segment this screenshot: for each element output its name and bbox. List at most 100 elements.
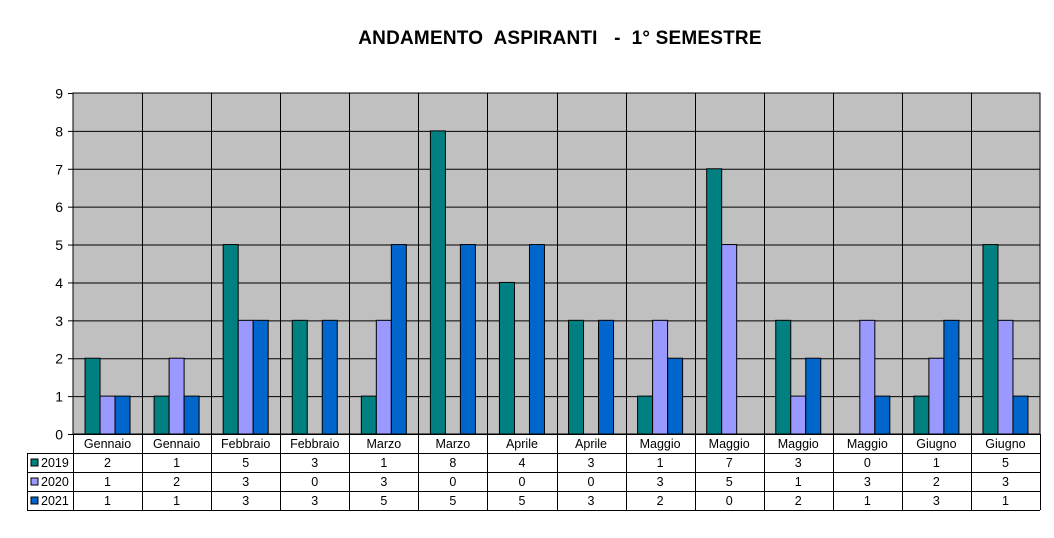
bar-2019 xyxy=(222,244,239,435)
data-label-2020: 3 xyxy=(1002,475,1009,489)
bar-2021 xyxy=(1012,395,1029,435)
data-label-2020: 0 xyxy=(449,475,456,489)
data-label-2019: 1 xyxy=(173,456,180,470)
data-label-2020: 3 xyxy=(657,475,664,489)
data-label-2021: 5 xyxy=(449,494,456,508)
data-label-2019: 7 xyxy=(726,456,733,470)
data-label-2020: 0 xyxy=(311,475,318,489)
plot-area xyxy=(72,92,1041,435)
data-label-2021: 2 xyxy=(795,494,802,508)
data-label-2021: 3 xyxy=(588,494,595,508)
bar-2020 xyxy=(375,319,392,435)
category-label: Maggio xyxy=(709,437,750,451)
data-label-2020: 3 xyxy=(864,475,871,489)
legend-key-2021 xyxy=(30,496,39,505)
data-label-2020: 2 xyxy=(173,475,180,489)
y-tick-label: 4 xyxy=(55,275,63,291)
category-label: Maggio xyxy=(778,437,819,451)
bar-2021 xyxy=(390,244,407,435)
bar-2020 xyxy=(652,319,669,435)
bar-2021 xyxy=(459,244,476,435)
category-label: Maggio xyxy=(640,437,681,451)
data-label-2019: 1 xyxy=(657,456,664,470)
bar-2020 xyxy=(99,395,116,435)
legend-label-2020: 2020 xyxy=(41,475,69,489)
bar-2019 xyxy=(775,319,792,435)
data-label-2021: 3 xyxy=(311,494,318,508)
bar-2019 xyxy=(637,395,654,435)
data-label-2021: 5 xyxy=(380,494,387,508)
bar-2019 xyxy=(360,395,377,435)
bar-2019 xyxy=(982,244,999,435)
category-label: Maggio xyxy=(847,437,888,451)
bar-2019 xyxy=(291,319,308,435)
data-label-2020: 3 xyxy=(242,475,249,489)
y-tick-label: 9 xyxy=(55,86,63,102)
data-label-2020: 0 xyxy=(518,475,525,489)
category-label: Gennaio xyxy=(153,437,200,451)
data-label-2019: 8 xyxy=(449,456,456,470)
bar-2021 xyxy=(321,319,338,435)
bar-2019 xyxy=(568,319,585,435)
data-label-2019: 2 xyxy=(104,456,111,470)
category-label: Febbraio xyxy=(290,437,339,451)
bar-2020 xyxy=(168,357,185,435)
data-label-2019: 3 xyxy=(588,456,595,470)
category-label: Gennaio xyxy=(84,437,131,451)
data-label-2021: 0 xyxy=(726,494,733,508)
bar-2020 xyxy=(721,244,738,435)
category-label: Marzo xyxy=(366,437,401,451)
bar-2019 xyxy=(429,130,446,435)
y-tick-label: 2 xyxy=(55,351,63,367)
y-tick-label: 8 xyxy=(55,123,63,139)
data-label-2019: 3 xyxy=(311,456,318,470)
bar-2020 xyxy=(997,319,1014,435)
bar-2021 xyxy=(183,395,200,435)
data-label-2020: 1 xyxy=(795,475,802,489)
data-label-2019: 4 xyxy=(518,456,525,470)
data-label-2021: 1 xyxy=(1002,494,1009,508)
data-label-2019: 1 xyxy=(380,456,387,470)
category-label: Febbraio xyxy=(221,437,270,451)
bar-2021 xyxy=(114,395,131,435)
data-label-2019: 5 xyxy=(242,456,249,470)
chart-title: ANDAMENTO ASPIRANTI - 1° SEMESTRE xyxy=(358,28,762,49)
bar-2021 xyxy=(667,357,684,435)
bar-2020 xyxy=(928,357,945,435)
y-tick-label: 7 xyxy=(55,161,63,177)
bar-2020 xyxy=(237,319,254,435)
category-label: Aprile xyxy=(506,437,538,451)
bar-2021 xyxy=(598,319,615,435)
bar-2021 xyxy=(252,319,269,435)
data-label-2021: 1 xyxy=(104,494,111,508)
y-tick-label: 5 xyxy=(55,237,63,253)
bar-2019 xyxy=(706,168,723,435)
data-label-2021: 2 xyxy=(657,494,664,508)
bar-2021 xyxy=(874,395,891,435)
legend-label-2019: 2019 xyxy=(41,456,69,470)
data-label-2019: 0 xyxy=(864,456,871,470)
bar-2021 xyxy=(943,319,960,435)
bar-2019 xyxy=(913,395,930,435)
category-label: Giugno xyxy=(985,437,1025,451)
y-tick-label: 0 xyxy=(55,427,63,443)
data-label-2019: 1 xyxy=(933,456,940,470)
data-label-2020: 1 xyxy=(104,475,111,489)
data-label-2019: 5 xyxy=(1002,456,1009,470)
data-label-2021: 1 xyxy=(173,494,180,508)
data-label-2020: 5 xyxy=(726,475,733,489)
bar-2021 xyxy=(528,244,545,435)
bar-2020 xyxy=(790,395,807,435)
bar-2020 xyxy=(859,319,876,435)
legend-label-2021: 2021 xyxy=(41,494,69,508)
data-label-2020: 3 xyxy=(380,475,387,489)
y-tick-label: 1 xyxy=(55,389,63,405)
data-label-2020: 0 xyxy=(588,475,595,489)
data-label-2021: 5 xyxy=(518,494,525,508)
y-tick-label: 6 xyxy=(55,199,63,215)
bar-2019 xyxy=(84,357,101,435)
category-label: Marzo xyxy=(436,437,471,451)
data-label-2021: 1 xyxy=(864,494,871,508)
category-label: Aprile xyxy=(575,437,607,451)
